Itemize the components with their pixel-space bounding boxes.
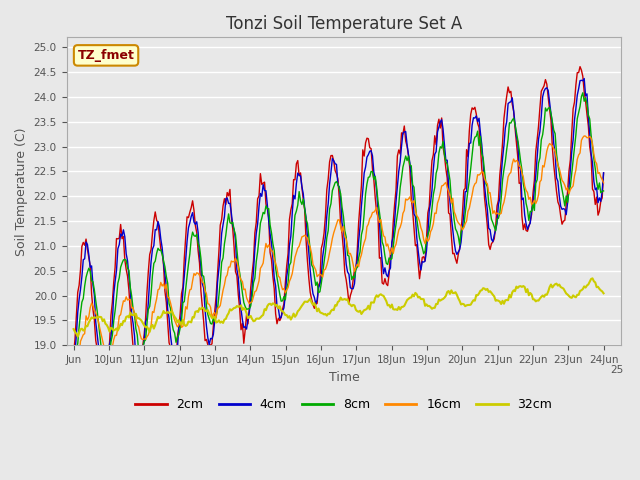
Title: Tonzi Soil Temperature Set A: Tonzi Soil Temperature Set A [226, 15, 462, 33]
Y-axis label: Soil Temperature (C): Soil Temperature (C) [15, 127, 28, 255]
Text: TZ_fmet: TZ_fmet [77, 49, 134, 62]
Legend: 2cm, 4cm, 8cm, 16cm, 32cm: 2cm, 4cm, 8cm, 16cm, 32cm [131, 393, 557, 416]
Text: 25: 25 [611, 365, 624, 374]
X-axis label: Time: Time [328, 371, 359, 384]
